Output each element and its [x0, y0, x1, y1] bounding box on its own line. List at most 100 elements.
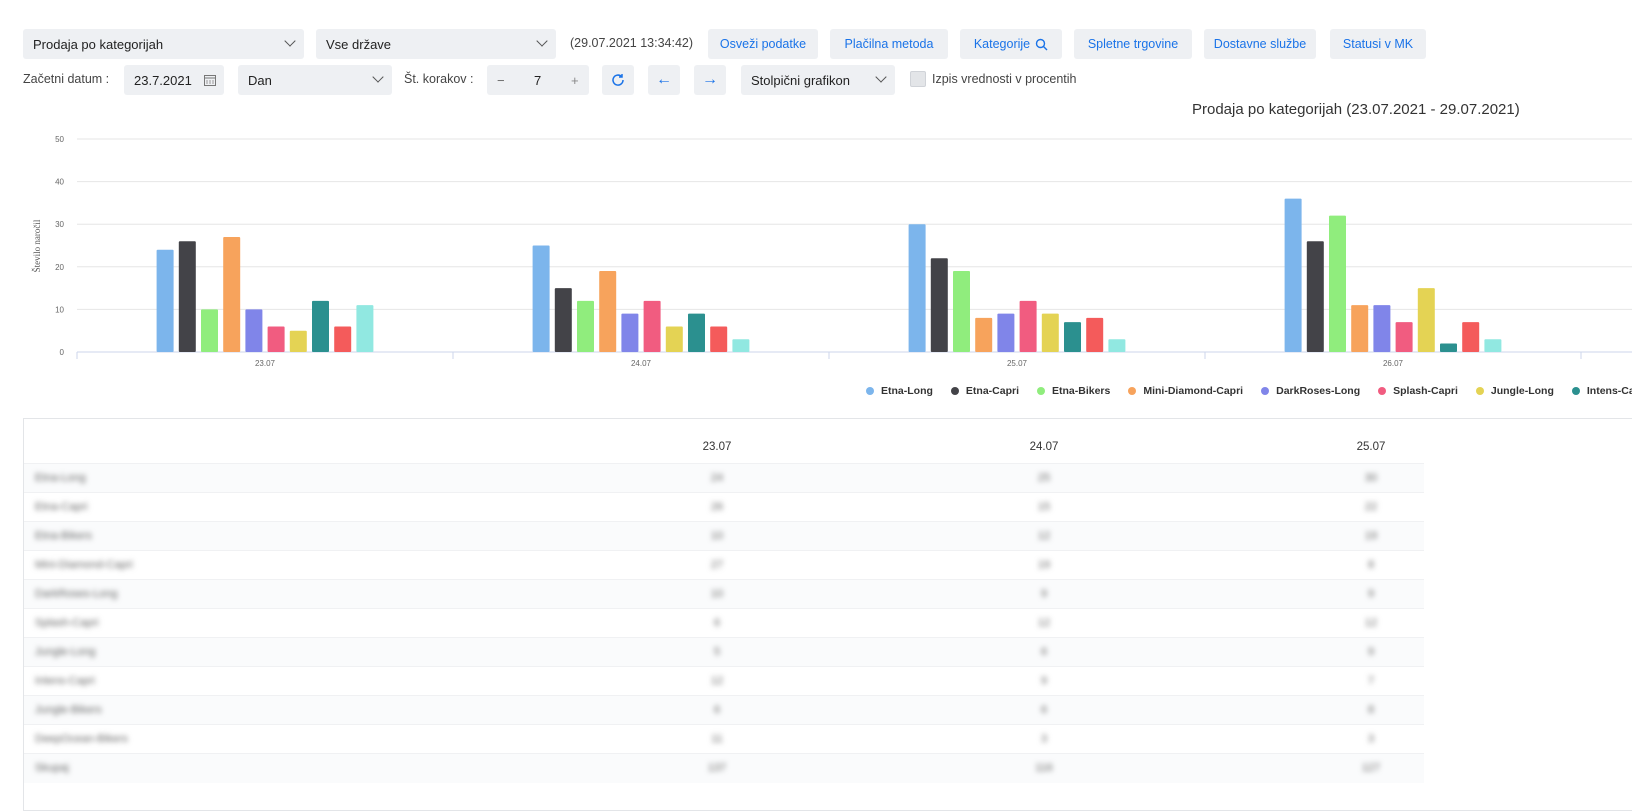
table-cell: 19 — [1037, 559, 1051, 571]
bar — [1019, 300, 1037, 352]
chart-legend: Etna-Long Etna-Capri Etna-Bikers Mini-Diamo… — [866, 385, 1632, 397]
legend-item[interactable]: Etna-Bikers — [1037, 385, 1110, 397]
steps-stepper[interactable]: − 7 + — [487, 65, 589, 95]
start-date-label: Začetni datum : — [23, 72, 110, 86]
refresh-chart-button[interactable] — [602, 65, 634, 95]
legend-label: Splash-Capri — [1393, 385, 1458, 397]
table-row-label: Etna-Bikers — [35, 530, 92, 542]
legend-item[interactable]: Etna-Long — [866, 385, 933, 397]
bar — [577, 300, 594, 352]
legend-marker — [1261, 387, 1270, 395]
period-select[interactable]: Dan — [238, 65, 392, 95]
bar-chart: 0 10 20 30 40 50 Število naročil 23.07 24.07 25.0… — [32, 135, 1632, 368]
bar — [554, 288, 572, 352]
table-cell: 116 — [1035, 762, 1053, 774]
arrow-right-icon: → — [702, 71, 718, 88]
table-row-label: Etna-Capri — [35, 501, 88, 513]
country-select-value: Vse države — [326, 36, 392, 52]
chart-title: Prodaja po kategorijah (23.07.2021 - 29.… — [1192, 101, 1520, 118]
period-select-value: Dan — [248, 72, 272, 88]
steps-label: Št. korakov : — [404, 72, 474, 86]
table-cell: 25 — [1037, 472, 1051, 484]
country-select[interactable]: Vse države — [316, 29, 556, 59]
table-cell: 12 — [1037, 530, 1051, 542]
chevron-down-icon — [536, 35, 548, 47]
categories-button[interactable]: Kategorije — [960, 29, 1062, 59]
chevron-down-icon — [875, 71, 887, 83]
bar — [1329, 215, 1346, 352]
legend-item[interactable]: Intens-Ca — [1571, 385, 1632, 397]
report-select[interactable]: Prodaja po kategorijah — [23, 29, 304, 59]
table-row: Mini-Diamond-Capri 27 19 8 — [24, 550, 1424, 580]
table-row-label: Intens-Capri — [35, 675, 95, 687]
table-row: Etna-Capri 26 15 22 — [24, 492, 1424, 522]
table-row-label: DeepOcean-Bikers — [35, 733, 128, 745]
web-shops-button[interactable]: Spletne trgovine — [1074, 29, 1192, 59]
table-cell: 26 — [710, 501, 724, 513]
next-period-button[interactable]: → — [694, 65, 726, 95]
delivery-services-button[interactable]: Dostavne službe — [1204, 29, 1316, 59]
bar — [599, 271, 617, 352]
y-tick-label: 0 — [60, 348, 65, 357]
legend-marker — [866, 387, 874, 395]
chart-type-value: Stolpični grafikon — [751, 72, 850, 88]
table-row: DeepOcean-Bikers 11 3 3 — [24, 724, 1424, 754]
start-date-input[interactable]: 23.7.2021 — [124, 65, 224, 95]
legend-item[interactable]: Splash-Capri — [1378, 385, 1458, 397]
legend-marker — [1128, 387, 1137, 395]
steps-minus-button[interactable]: − — [497, 72, 505, 88]
refresh-data-button[interactable]: Osveži podatke — [708, 29, 818, 59]
table-cell: 5 — [713, 646, 721, 658]
table-row: Etna-Long 24 25 30 — [24, 463, 1424, 493]
start-date-value: 23.7.2021 — [134, 72, 192, 88]
legend-item[interactable]: Etna-Capri — [950, 385, 1019, 397]
bar — [1306, 241, 1324, 352]
categories-button-label: Kategorije — [973, 37, 1031, 51]
table-cell: 8 — [1367, 559, 1375, 571]
statuses-button[interactable]: Statusi v MK — [1330, 29, 1426, 59]
y-tick-label: 10 — [55, 305, 64, 314]
legend-item[interactable]: Mini-Diamond-Capri — [1128, 385, 1243, 397]
table-row: DarkRoses-Long 10 9 9 — [24, 579, 1424, 609]
table-cell: 11 — [711, 733, 723, 745]
bar — [688, 313, 705, 352]
bar — [710, 326, 728, 352]
bar — [621, 313, 639, 352]
table-cell: 15 — [1037, 501, 1051, 513]
table-row-label: Etna-Long — [35, 472, 86, 484]
table-row: Jungle-Long 5 6 9 — [24, 637, 1424, 667]
chevron-down-icon — [372, 71, 384, 83]
table-cell: 3 — [1367, 733, 1375, 745]
table-cell: 137 — [707, 762, 727, 774]
bar — [643, 300, 661, 352]
bar — [201, 309, 218, 352]
table-column-header: 25.07 — [1356, 441, 1386, 453]
previous-period-button[interactable]: ← — [648, 65, 680, 95]
table-cell: 6 — [713, 704, 721, 716]
y-tick-label: 50 — [55, 135, 64, 144]
bar — [665, 326, 683, 352]
bar — [289, 330, 307, 352]
steps-plus-button[interactable]: + — [571, 72, 579, 88]
table-cell: 8 — [1367, 704, 1375, 716]
bar — [1064, 322, 1081, 352]
table-row: Splash-Capri 6 12 12 — [24, 608, 1424, 638]
legend-label: Etna-Capri — [965, 385, 1019, 397]
x-tick-label: 25.07 — [1007, 359, 1028, 368]
table-cell: 10 — [710, 530, 724, 542]
percent-checkbox[interactable] — [910, 71, 926, 87]
legend-marker — [1037, 387, 1045, 395]
table-row: Skupaj 137 116 127 — [24, 753, 1424, 783]
y-tick-label: 20 — [55, 263, 64, 272]
bar — [1440, 343, 1457, 352]
table-row-label: DarkRoses-Long — [35, 588, 118, 600]
legend-label: Mini-Diamond-Capri — [1143, 385, 1244, 397]
table-row-label: Splash-Capri — [35, 617, 99, 629]
legend-item[interactable]: DarkRoses-Long — [1261, 385, 1360, 397]
legend-item[interactable]: Jungle-Long — [1475, 385, 1554, 397]
steps-value[interactable]: 7 — [534, 72, 542, 88]
chart-type-select[interactable]: Stolpični grafikon — [741, 65, 895, 95]
payment-method-button[interactable]: Plačilna metoda — [830, 29, 948, 59]
table-row-label: Mini-Diamond-Capri — [35, 559, 133, 571]
table-column-header: 23.07 — [702, 441, 732, 453]
